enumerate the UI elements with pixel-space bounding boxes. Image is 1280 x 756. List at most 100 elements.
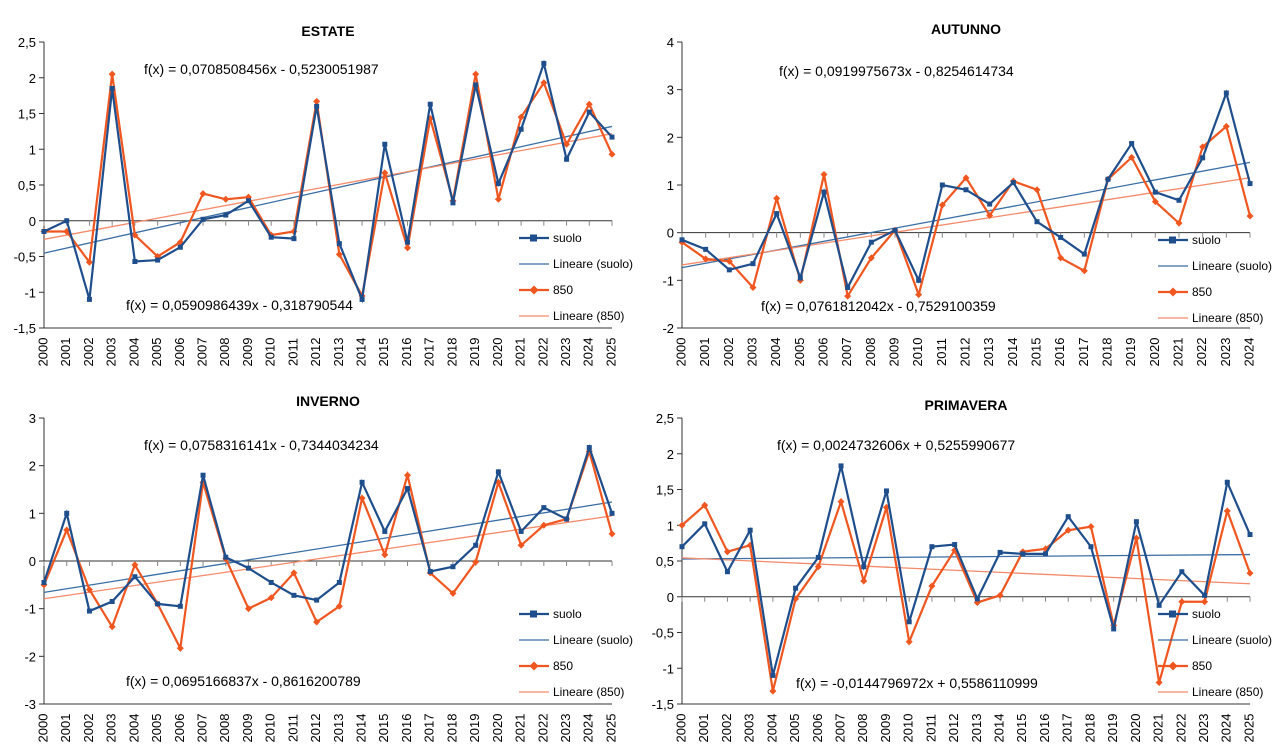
x-tick-label: 2016 (1037, 714, 1052, 743)
point-suolo (1224, 479, 1230, 485)
point-suolo (868, 239, 874, 245)
point-suolo (541, 60, 547, 66)
trend-line-suolo (43, 501, 613, 594)
point-850 (749, 283, 757, 291)
point-850 (199, 190, 207, 198)
legend-label: 850 (553, 283, 573, 297)
point-suolo (703, 246, 709, 252)
point-suolo (1065, 514, 1071, 520)
point-850 (404, 471, 412, 479)
point-850 (928, 582, 936, 590)
y-tick-label: -2 (24, 649, 36, 664)
point-suolo (883, 488, 889, 494)
point-suolo (359, 479, 365, 485)
y-tick-label: -0,5 (14, 250, 36, 265)
x-tick-label: 2012 (308, 714, 323, 743)
x-tick-label: 2000 (673, 338, 688, 367)
point-suolo (1010, 180, 1016, 186)
point-suolo (336, 241, 342, 247)
point-850 (335, 602, 343, 610)
x-tick-label: 2011 (285, 714, 300, 742)
point-suolo (774, 211, 780, 217)
y-tick-label: 1,5 (656, 483, 674, 498)
point-suolo (518, 126, 524, 132)
point-850 (938, 201, 946, 209)
point-suolo (1152, 189, 1158, 195)
x-tick-label: 2006 (810, 714, 825, 743)
x-tick-label: 2002 (719, 714, 734, 743)
point-suolo (1223, 90, 1229, 96)
point-suolo (268, 234, 274, 240)
point-suolo (541, 505, 547, 511)
x-tick-label: 2010 (263, 714, 278, 743)
x-tick-label: 2024 (1219, 714, 1234, 743)
point-suolo (427, 568, 433, 574)
point-850 (381, 169, 389, 177)
point-suolo (41, 579, 47, 585)
point-850 (540, 79, 548, 87)
point-850 (131, 231, 139, 239)
point-suolo (939, 182, 945, 188)
point-850 (1087, 523, 1095, 531)
point-suolo (1247, 532, 1253, 538)
point-suolo (609, 510, 615, 516)
y-tick-label: -1,5 (14, 321, 36, 336)
x-tick-label: 2004 (126, 338, 141, 367)
x-tick-label: 2022 (535, 338, 550, 367)
trend-equation-850: f(x) = 0,0590986439x - 0,318790544 (126, 297, 353, 313)
trend-equation-850: f(x) = -0,0144796972x + 0,5586110999 (796, 675, 1038, 691)
point-850 (1128, 153, 1136, 161)
y-tick-label: 0 (29, 214, 36, 229)
point-suolo (963, 187, 969, 193)
point-suolo (405, 486, 411, 492)
legend-label: Lineare (suolo) (553, 257, 633, 271)
x-tick-label: 2008 (217, 338, 232, 367)
chart-title: AUTUNNO (931, 21, 1001, 37)
point-850 (1246, 212, 1254, 220)
x-tick-label: 2012 (308, 338, 323, 367)
point-850 (844, 292, 852, 300)
x-tick-label: 2009 (240, 338, 255, 367)
point-suolo (223, 554, 229, 560)
x-tick-label: 2000 (35, 338, 50, 367)
trend-equation-suolo: f(x) = 0,0708508456x - 0,5230051987 (144, 61, 379, 77)
x-tick-label: 2003 (104, 714, 119, 743)
y-tick-label: 0 (667, 226, 674, 241)
series-line-suolo (681, 465, 1252, 676)
point-suolo (41, 228, 47, 234)
x-tick-label: 2001 (58, 714, 73, 743)
x-tick-label: 2003 (742, 714, 757, 743)
legend-label: 850 (1192, 285, 1212, 299)
y-tick-label: 1 (667, 518, 674, 533)
series-line-suolo (43, 59, 613, 304)
point-suolo (177, 603, 183, 609)
x-tick-label: 2006 (172, 338, 187, 367)
legend: suolo Lineare (suolo) 850 Lineare (850) (1158, 607, 1272, 699)
point-suolo (336, 579, 342, 585)
point-850 (915, 291, 923, 299)
point-850 (585, 100, 593, 108)
point-suolo (609, 134, 615, 140)
series-line-850 (681, 498, 1252, 692)
legend: suolo Lineare (suolo) 850 Lineare (850) (1158, 233, 1272, 325)
y-tick-label: 2 (29, 459, 36, 474)
legend-label: Lineare (850) (553, 309, 624, 323)
point-850 (1151, 198, 1159, 206)
trend-line-suolo (43, 125, 613, 254)
y-tick-label: 1 (667, 178, 674, 193)
trend-equation-suolo: f(x) = 0,0758316141x - 0,7344034234 (144, 437, 379, 453)
point-suolo (724, 569, 730, 575)
point-suolo (177, 244, 183, 250)
x-tick-label: 2023 (558, 338, 573, 367)
point-850 (1132, 534, 1140, 542)
point-850 (773, 194, 781, 202)
point-suolo (750, 261, 756, 267)
legend-label: Lineare (suolo) (1192, 633, 1272, 647)
y-tick-label: 1,5 (18, 107, 36, 122)
point-suolo (726, 267, 732, 273)
point-850 (769, 687, 777, 695)
series-line-850 (42, 447, 614, 652)
x-tick-label: 2023 (1218, 338, 1233, 367)
x-tick-label: 2016 (399, 714, 414, 743)
point-suolo (997, 549, 1003, 555)
